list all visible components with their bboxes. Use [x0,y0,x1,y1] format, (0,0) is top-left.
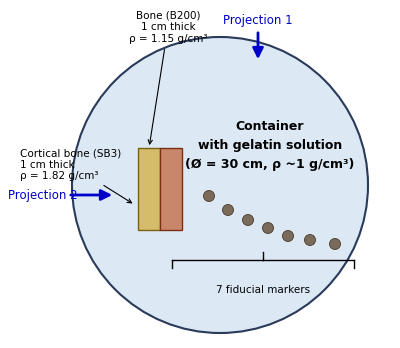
Circle shape [282,230,294,242]
Text: Projection 1: Projection 1 [223,14,293,27]
Circle shape [242,214,254,226]
Circle shape [262,222,274,234]
Circle shape [72,37,368,333]
Text: Container
with gelatin solution
(Ø = 30 cm, ρ ~1 g/cm³): Container with gelatin solution (Ø = 30 … [185,120,355,171]
Text: 7 fiducial markers: 7 fiducial markers [216,285,310,295]
Circle shape [204,190,214,201]
Circle shape [222,205,234,215]
Text: Projection 2: Projection 2 [8,189,78,201]
Circle shape [330,238,340,250]
Text: Cortical bone (SB3)
1 cm thick
ρ = 1.82 g/cm³: Cortical bone (SB3) 1 cm thick ρ = 1.82 … [20,148,132,203]
Text: Bone (B200)
1 cm thick
ρ = 1.15 g/cm³: Bone (B200) 1 cm thick ρ = 1.15 g/cm³ [129,11,207,144]
Bar [160,148,182,230]
Circle shape [304,235,316,245]
Bar [138,148,160,230]
